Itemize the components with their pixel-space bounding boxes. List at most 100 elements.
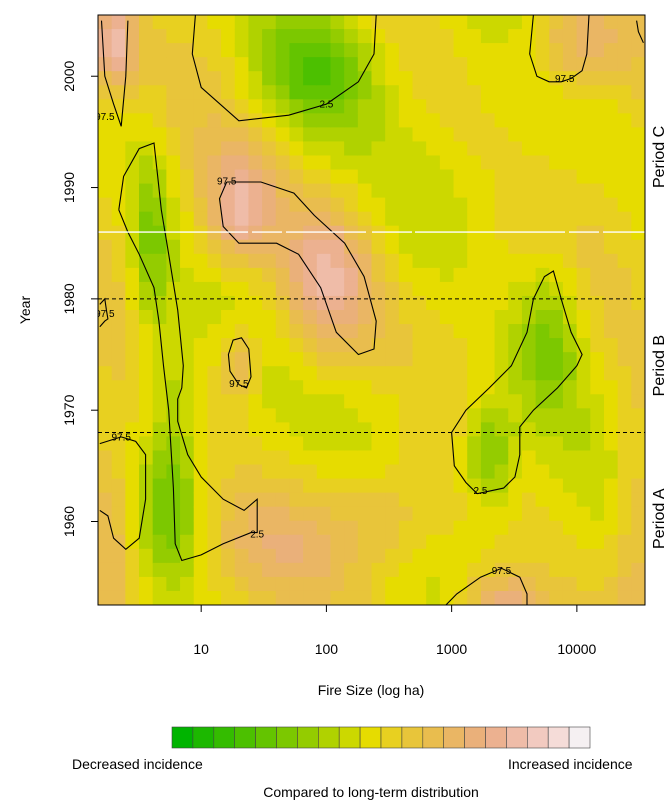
heatmap-cell — [289, 324, 304, 339]
heatmap-cell — [275, 492, 291, 508]
legend-swatch — [338, 726, 361, 749]
heatmap-cell — [467, 71, 482, 86]
heatmap-cell — [180, 57, 195, 72]
heatmap-cell — [330, 576, 345, 592]
heatmap-cell — [631, 380, 645, 395]
heatmap-cell — [549, 169, 564, 185]
heatmap-cell — [480, 155, 496, 171]
heatmap-cell — [385, 127, 400, 143]
heatmap-cell — [111, 590, 126, 605]
heatmap-cell — [98, 562, 113, 578]
heatmap-cell — [234, 295, 250, 311]
heatmap-cell — [576, 15, 591, 30]
heatmap-cell — [576, 183, 591, 199]
heatmap-cell — [262, 281, 277, 297]
heatmap-cell — [180, 366, 195, 381]
heatmap-cell — [426, 29, 441, 44]
heatmap-cell — [330, 506, 345, 522]
heatmap-cell — [316, 239, 332, 255]
heatmap-cell — [426, 183, 441, 199]
heatmap-cell — [508, 380, 523, 395]
heatmap-cell — [480, 85, 496, 100]
heatmap-cell — [371, 478, 386, 494]
heatmap-cell — [385, 562, 400, 578]
heatmap-cell — [139, 464, 154, 480]
heatmap-cell — [152, 338, 167, 353]
legend-swatch — [317, 726, 340, 749]
heatmap-cell — [439, 71, 455, 86]
heatmap-cell — [207, 71, 222, 86]
heatmap-cell — [426, 338, 441, 353]
heatmap-cell — [576, 141, 591, 157]
heatmap-cell — [330, 57, 345, 72]
heatmap-cell — [426, 113, 441, 128]
heatmap-cell — [480, 141, 496, 157]
heatmap-cell — [357, 576, 373, 592]
heatmap-cell — [125, 394, 140, 409]
heatmap-cell — [494, 380, 509, 395]
heatmap-cell — [398, 29, 414, 44]
heatmap-cell — [275, 380, 291, 395]
heatmap-cell — [166, 534, 181, 550]
heatmap-cell — [207, 324, 222, 339]
heatmap-cell — [426, 141, 441, 157]
heatmap-cell — [439, 197, 455, 213]
heatmap-cell — [289, 127, 304, 143]
heatmap-cell — [357, 366, 373, 381]
heatmap-cell — [139, 169, 154, 185]
heatmap-cell — [631, 99, 645, 114]
heatmap-cell — [549, 506, 564, 522]
heatmap-cell — [234, 239, 250, 255]
heatmap-cell — [330, 590, 345, 605]
heatmap-cell — [508, 281, 523, 297]
heatmap-cell — [521, 310, 537, 325]
heatmap-cell — [385, 211, 400, 227]
heatmap-cell — [207, 548, 222, 564]
heatmap-cell — [207, 422, 222, 438]
heatmap-cell — [412, 520, 427, 536]
heatmap-cell — [508, 506, 523, 522]
heatmap-cell — [125, 562, 140, 578]
heatmap-cell — [207, 43, 222, 58]
heatmap-cell — [631, 548, 645, 564]
heatmap-cell — [330, 197, 345, 213]
heatmap-cell — [562, 29, 578, 44]
heatmap-cell — [398, 422, 414, 438]
heatmap-cell — [576, 562, 591, 578]
heatmap-cell — [234, 352, 250, 367]
heatmap-cell — [180, 324, 195, 339]
heatmap-cell — [275, 71, 291, 86]
heatmap-cell — [521, 43, 537, 58]
heatmap-cell — [412, 590, 427, 605]
heatmap-cell — [330, 562, 345, 578]
heatmap-cell — [467, 267, 482, 283]
heatmap-cell — [562, 492, 578, 508]
heatmap-cell — [439, 576, 455, 592]
heatmap-cell — [275, 57, 291, 72]
heatmap-cell — [303, 127, 318, 143]
heatmap-cell — [412, 155, 427, 171]
heatmap-cell — [98, 127, 113, 143]
heatmap-cell — [562, 169, 578, 185]
heatmap-cell — [521, 464, 537, 480]
heatmap-cell — [166, 197, 181, 213]
heatmap-cell — [125, 99, 140, 114]
heatmap-cell — [494, 324, 509, 339]
heatmap-cell — [193, 239, 209, 255]
heatmap-cell — [631, 436, 645, 452]
heatmap-cell — [221, 422, 236, 438]
heatmap-cell — [412, 253, 427, 269]
heatmap-cell — [412, 211, 427, 227]
heatmap-cell — [221, 253, 236, 269]
heatmap-cell — [125, 534, 140, 550]
heatmap-cell — [521, 57, 537, 72]
heatmap-cell — [371, 520, 386, 536]
heatmap-cell — [426, 267, 441, 283]
heatmap-cell — [275, 310, 291, 325]
heatmap-cell — [562, 43, 578, 58]
heatmap-cell — [508, 267, 523, 283]
heatmap-cell — [207, 394, 222, 409]
heatmap-cell — [385, 267, 400, 283]
legend-left-label: Decreased incidence — [72, 756, 203, 772]
heatmap-cell — [371, 534, 386, 550]
